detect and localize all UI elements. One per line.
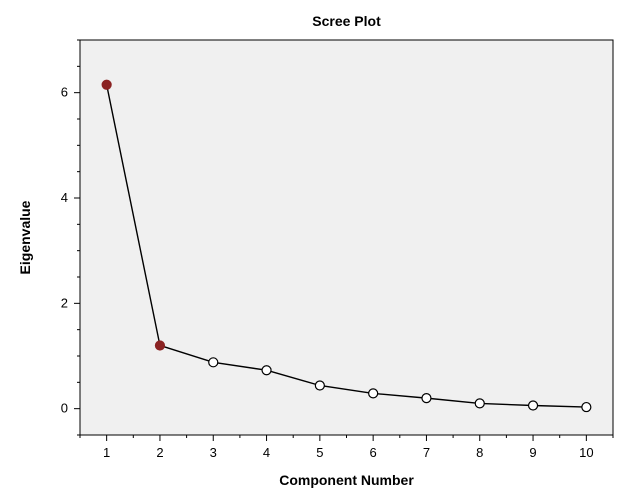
x-tick-label: 7 bbox=[423, 445, 430, 460]
x-axis-ticks: 1 2 3 4 5 6 7 8 9 10 bbox=[80, 435, 613, 460]
x-tick-label: 5 bbox=[316, 445, 323, 460]
data-point bbox=[475, 399, 484, 408]
x-tick-label: 2 bbox=[156, 445, 163, 460]
data-point bbox=[315, 381, 324, 390]
x-tick-label: 10 bbox=[579, 445, 593, 460]
data-point bbox=[155, 341, 164, 350]
x-tick-label: 1 bbox=[103, 445, 110, 460]
y-axis-ticks: 0 2 4 6 bbox=[61, 40, 80, 435]
y-tick-label: 2 bbox=[61, 295, 68, 310]
x-tick-label: 4 bbox=[263, 445, 270, 460]
data-point bbox=[262, 366, 271, 375]
x-tick-label: 9 bbox=[529, 445, 536, 460]
y-tick-label: 0 bbox=[61, 401, 68, 416]
x-tick-label: 3 bbox=[210, 445, 217, 460]
scree-plot-svg: 0 2 4 6 1 2 3 4 5 6 7 8 9 10 Scree Plot Component Numbe… bbox=[0, 0, 633, 500]
y-tick-label: 4 bbox=[61, 190, 68, 205]
data-point bbox=[582, 403, 591, 412]
scree-plot-container: 0 2 4 6 1 2 3 4 5 6 7 8 9 10 Scree Plot Component Numbe… bbox=[0, 0, 633, 500]
data-point bbox=[422, 394, 431, 403]
x-tick-label: 6 bbox=[370, 445, 377, 460]
x-axis-label: Component Number bbox=[279, 472, 414, 488]
y-tick-label: 6 bbox=[61, 85, 68, 100]
y-axis-label: Eigenvalue bbox=[17, 200, 33, 274]
chart-title: Scree Plot bbox=[312, 13, 381, 29]
data-point bbox=[102, 80, 111, 89]
data-point bbox=[529, 401, 538, 410]
data-point bbox=[369, 389, 378, 398]
x-tick-label: 8 bbox=[476, 445, 483, 460]
data-point bbox=[209, 358, 218, 367]
plot-area bbox=[80, 40, 613, 435]
